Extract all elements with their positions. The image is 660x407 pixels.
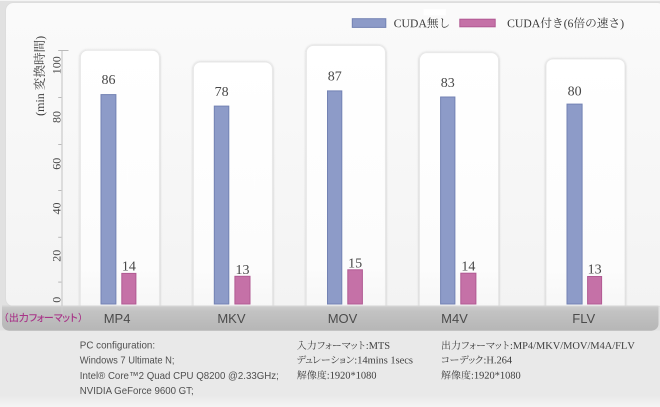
svg-text:13: 13	[588, 262, 602, 277]
svg-text:PC configuration:: PC configuration:	[80, 341, 155, 352]
svg-text:MKV: MKV	[217, 311, 246, 326]
svg-text:0: 0	[49, 297, 63, 303]
svg-text:13: 13	[236, 263, 250, 278]
svg-text:80: 80	[568, 84, 582, 99]
svg-text:78: 78	[215, 85, 229, 100]
svg-text:60: 60	[49, 158, 63, 170]
svg-text:FLV: FLV	[572, 311, 595, 326]
svg-text:Windows 7 Ultimate N;: Windows 7 Ultimate N;	[80, 356, 175, 367]
svg-text:86: 86	[102, 73, 116, 88]
svg-text:87: 87	[328, 70, 342, 85]
svg-text:80: 80	[49, 111, 63, 123]
svg-text:NVIDIA GeForce 9600 GT;: NVIDIA GeForce 9600 GT;	[80, 386, 194, 397]
svg-text:20: 20	[49, 250, 63, 262]
svg-text:14: 14	[461, 260, 475, 275]
svg-text:M4V: M4V	[441, 311, 468, 326]
svg-text:40: 40	[49, 203, 63, 215]
svg-text:Intel® Core™2 Quad CPU Q8200 @: Intel® Core™2 Quad CPU Q8200 @2.33GHz;	[80, 371, 279, 382]
svg-text:MP4: MP4	[104, 311, 131, 326]
svg-text:15: 15	[348, 256, 362, 271]
svg-text:100: 100	[49, 56, 63, 74]
svg-text:83: 83	[441, 76, 455, 91]
svg-text:MOV: MOV	[328, 311, 358, 326]
svg-text:14: 14	[122, 260, 136, 275]
